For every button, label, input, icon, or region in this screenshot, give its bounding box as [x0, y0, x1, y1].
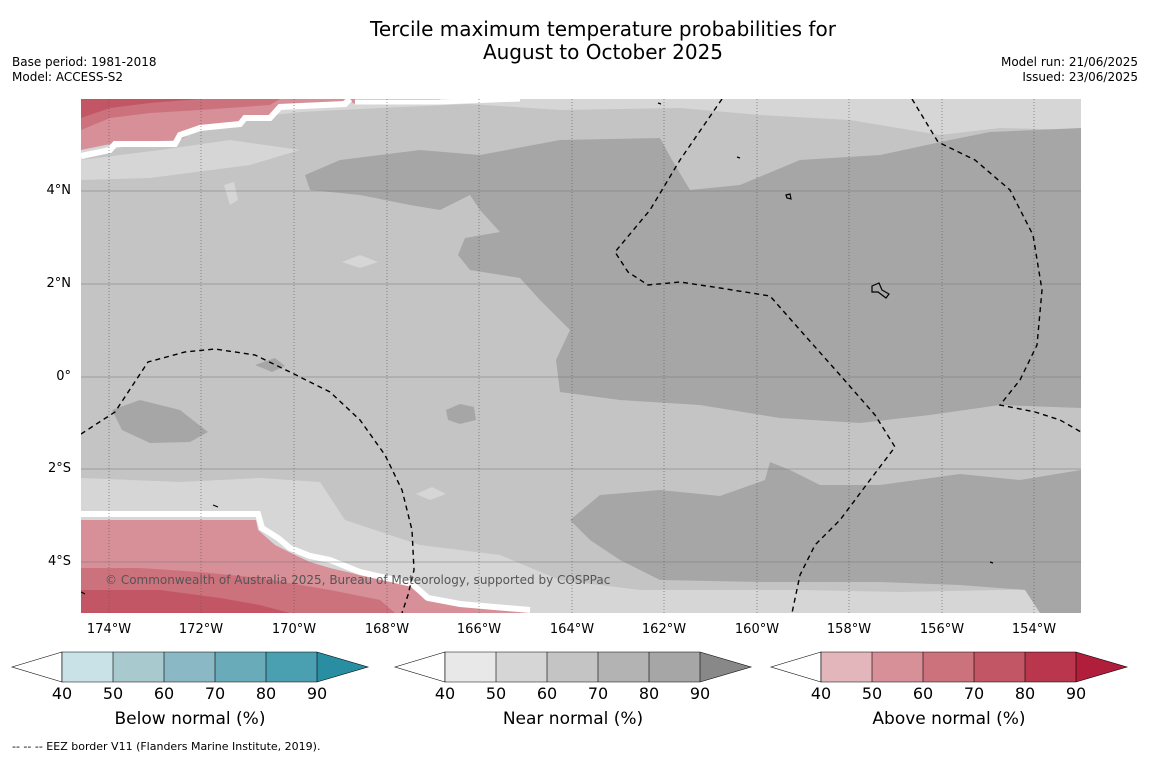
colorbar-near-seg-3: [547, 652, 598, 682]
colorbar-near-seg-5: [649, 652, 700, 682]
colorbar-above-seg-5: [1025, 652, 1076, 682]
model-run: Model run: 21/06/2025: [1000, 55, 1138, 69]
near-normal-80-main: [305, 128, 1081, 423]
colorbar-near: [393, 651, 753, 683]
colorbar-near-max-arrow: [700, 652, 751, 682]
colorbar-above-seg-1: [821, 652, 872, 682]
contour-gap-north-2: [355, 99, 521, 105]
colorbar-below-title: Below normal (%): [114, 709, 266, 729]
colorbar-below-max-arrow: [317, 652, 368, 682]
lon-label-162w: 162°W: [641, 622, 687, 637]
colorbar-below-tick: 70: [204, 684, 226, 703]
copyright-text: © Commonwealth of Australia 2025, Bureau…: [105, 573, 610, 587]
lon-label-170w: 170°W: [271, 622, 317, 637]
colorbar-above-tick: 60: [912, 684, 934, 703]
colorbar-above-tick: 70: [963, 684, 985, 703]
colorbar-below-tick: 40: [51, 684, 73, 703]
colorbar-near-tick: 70: [587, 684, 609, 703]
colorbar-below-tick: 80: [255, 684, 277, 703]
lat-label-4n: 4°N: [46, 183, 72, 198]
colorbar-below-seg-3: [164, 652, 215, 682]
colorbar-near-seg-2: [496, 652, 547, 682]
title-line-1: Tercile maximum temperature probabilitie…: [370, 17, 836, 41]
near-normal-80-south: [570, 462, 1081, 613]
lat-label-2s: 2°S: [47, 461, 71, 476]
colorbar-near-tick: 50: [485, 684, 507, 703]
colorbar-above-tick: 40: [810, 684, 832, 703]
colorbar-near-tick: 90: [689, 684, 711, 703]
above-normal-70-southwest: [81, 590, 290, 613]
colorbar-near-tick: 40: [434, 684, 456, 703]
colorbar-above-seg-4: [974, 652, 1025, 682]
lon-label-172w: 172°W: [178, 622, 224, 637]
near-normal-50-patch-3: [224, 182, 238, 205]
near-normal-80-small-blob-2: [255, 358, 285, 372]
colorbar-below-tick: 90: [306, 684, 328, 703]
near-normal-50-north: [81, 99, 1081, 160]
meta-left: Base period: 1981-2018 Model: ACCESS-S2: [12, 55, 157, 85]
colorbar-near-title: Near normal (%): [502, 709, 644, 729]
eez-borders: [81, 99, 1081, 613]
above-normal-70-northwest: [81, 99, 200, 118]
colorbar-below-seg-4: [215, 652, 266, 682]
colorbar-below-tick: 60: [153, 684, 175, 703]
lat-label-4s: 4°S: [47, 554, 71, 569]
colorbar-above-seg-2: [872, 652, 923, 682]
lon-label-164w: 164°W: [549, 622, 595, 637]
lat-label-2n: 2°N: [46, 276, 72, 291]
colorbar-above-tick: 90: [1065, 684, 1087, 703]
lon-label-160w: 160°W: [734, 622, 780, 637]
above-normal-60-northwest: [81, 99, 280, 130]
colorbar-above-seg-3: [923, 652, 974, 682]
near-normal-50-patch-2: [416, 487, 446, 500]
eez-footnote: -- -- -- EEZ border V11 (Flanders Marine…: [12, 740, 321, 753]
issued-date: Issued: 23/06/2025: [1022, 70, 1138, 84]
colorbar-below: [10, 651, 370, 683]
near-normal-80-west-blob: [112, 400, 208, 443]
contour-gap-south: [81, 511, 531, 613]
colorbar-near-tick: 60: [536, 684, 558, 703]
colorbar-above-max-arrow: [1076, 652, 1127, 682]
colorbar-below-seg-5: [266, 652, 317, 682]
islands: [81, 102, 994, 595]
lon-label-174w: 174°W: [86, 622, 132, 637]
latitude-lines: [81, 190, 1081, 563]
lon-label-154w: 154°W: [1011, 622, 1057, 637]
lon-label-166w: 166°W: [456, 622, 502, 637]
model-name: Model: ACCESS-S2: [12, 70, 124, 84]
colorbar-above-tick: 80: [1014, 684, 1036, 703]
colorbar-above-min-arrow: [769, 651, 822, 683]
colorbar-above-tick: 50: [861, 684, 883, 703]
colorbar-below-min-arrow: [10, 651, 63, 683]
near-normal-80-small-blob: [446, 404, 476, 424]
colorbar-near-tick: 80: [638, 684, 660, 703]
near-normal-50-patch: [342, 255, 378, 268]
colorbar-near-seg-1: [445, 652, 496, 682]
lon-label-168w: 168°W: [364, 622, 410, 637]
colorbar-below-tick: 50: [102, 684, 124, 703]
lon-label-158w: 158°W: [826, 622, 872, 637]
colorbar-below-seg-2: [113, 652, 164, 682]
base-period: Base period: 1981-2018: [12, 55, 157, 69]
map-area: © Commonwealth of Australia 2025, Bureau…: [81, 99, 1081, 613]
lon-label-156w: 156°W: [919, 622, 965, 637]
title-line-2: August to October 2025: [482, 40, 724, 64]
contour-gap-north: [81, 99, 353, 159]
map-title: Tercile maximum temperature probabilitie…: [0, 18, 1150, 64]
near-normal-50-northwest: [81, 140, 300, 180]
colorbar-near-seg-4: [598, 652, 649, 682]
colorbar-above-title: Above normal (%): [872, 709, 1026, 729]
colorbar-above: [769, 651, 1129, 683]
meta-right: Model run: 21/06/2025 Issued: 23/06/2025: [1001, 55, 1138, 85]
colorbar-near-min-arrow: [393, 651, 446, 683]
lat-label-0: 0°: [56, 369, 71, 384]
colorbar-below-seg-1: [62, 652, 113, 682]
